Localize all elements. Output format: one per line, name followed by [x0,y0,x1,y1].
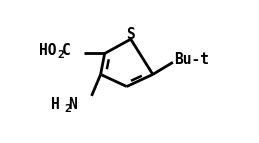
Text: 2: 2 [64,104,71,114]
Text: N: N [68,97,77,112]
Text: Bu-t: Bu-t [174,51,209,66]
Text: HO: HO [39,43,57,58]
Text: 2: 2 [57,50,64,60]
Text: H: H [52,97,60,112]
Text: S: S [126,27,135,42]
Text: C: C [62,43,71,58]
